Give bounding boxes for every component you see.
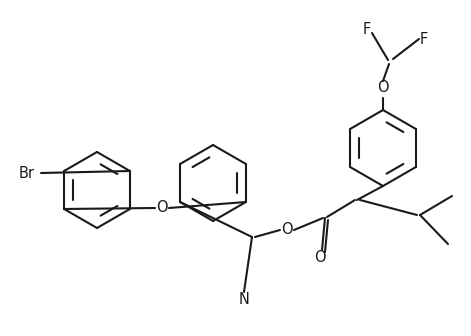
Text: O: O [156, 201, 168, 215]
Text: F: F [363, 23, 371, 38]
Text: O: O [377, 81, 389, 95]
Text: O: O [281, 222, 293, 238]
Text: F: F [420, 33, 428, 47]
Text: N: N [239, 293, 250, 307]
Text: Br: Br [19, 166, 35, 180]
Text: O: O [314, 250, 326, 264]
